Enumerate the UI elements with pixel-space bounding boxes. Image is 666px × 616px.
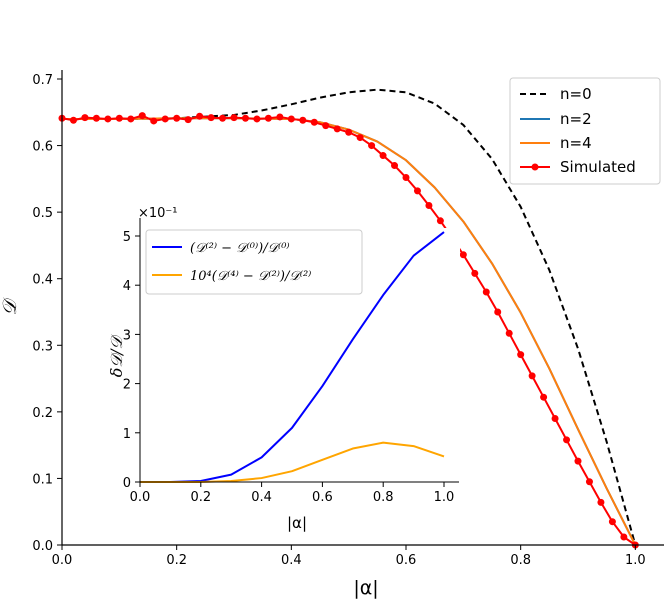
inset-y-tick-label: 1 xyxy=(123,427,131,442)
main-point-simulated xyxy=(356,134,364,142)
main-x-tick-label: 0.2 xyxy=(166,553,187,568)
main-point-simulated xyxy=(104,115,112,123)
main-point-simulated xyxy=(528,372,536,380)
main-point-simulated xyxy=(92,114,100,122)
inset-x-ticks: 0.0 0.2 0.4 0.6 0.8 1.0 xyxy=(130,482,455,505)
main-legend-box xyxy=(509,77,661,185)
legend-label-n4: n=4 xyxy=(560,134,592,152)
legend-label-n2: n=2 xyxy=(560,110,592,128)
main-point-simulated xyxy=(333,125,341,133)
main-point-simulated xyxy=(505,329,513,337)
inset-y-tick-label: 3 xyxy=(123,328,131,343)
main-y-tick-label: 0.6 xyxy=(32,140,53,155)
main-point-simulated xyxy=(540,393,548,401)
inset-legend-label-1: (𝒟⁽²⁾ − 𝒟⁽⁰⁾)/𝒟⁽⁰⁾ xyxy=(190,241,290,256)
main-x-tick-label: 0.6 xyxy=(396,553,417,568)
main-y-tick-label: 0.7 xyxy=(32,73,53,88)
main-point-simulated xyxy=(368,142,376,150)
main-y-tick-label: 0.0 xyxy=(32,539,53,554)
inset-y-tick-label: 4 xyxy=(123,279,131,294)
main-x-tick-label: 0.0 xyxy=(52,553,73,568)
main-point-simulated xyxy=(585,478,593,486)
main-point-simulated xyxy=(161,115,169,123)
main-point-simulated xyxy=(310,118,318,126)
main-point-simulated xyxy=(620,533,628,541)
inset-x-tick-label: 0.0 xyxy=(130,490,151,505)
main-plot: 0.0 0.2 0.4 0.6 0.8 1.0 0.0 0.1 0.2 0.3 0.4 0.5 0.6… xyxy=(0,70,664,599)
main-point-simulated xyxy=(219,114,227,122)
main-y-label: 𝒟 xyxy=(0,297,21,316)
main-point-simulated xyxy=(299,116,307,124)
inset-y-tick-label: 2 xyxy=(123,378,131,393)
main-point-simulated xyxy=(574,457,582,465)
main-point-simulated xyxy=(115,114,123,122)
main-point-simulated xyxy=(379,152,387,160)
main-point-simulated xyxy=(482,288,490,296)
main-point-simulated xyxy=(413,187,421,195)
main-point-simulated xyxy=(551,415,559,423)
main-y-tick-label: 0.1 xyxy=(32,472,53,487)
main-point-simulated xyxy=(264,114,272,122)
main-point-simulated xyxy=(471,269,479,277)
legend-marker-simulated xyxy=(531,163,539,171)
main-point-simulated xyxy=(563,436,571,444)
main-point-simulated xyxy=(402,174,410,182)
main-y-tick-label: 0.5 xyxy=(32,206,53,221)
main-point-simulated xyxy=(207,114,215,122)
main-y-tick-label: 0.3 xyxy=(32,339,53,354)
main-x-tick-label: 1.0 xyxy=(625,553,646,568)
main-point-simulated xyxy=(230,114,238,122)
inset-x-tick-label: 1.0 xyxy=(434,490,455,505)
main-point-simulated xyxy=(276,113,284,121)
main-point-simulated xyxy=(127,115,135,123)
main-point-simulated xyxy=(196,112,204,120)
inset-x-label: |α| xyxy=(287,514,307,532)
inset-y-multiplier: ×10⁻¹ xyxy=(138,206,178,221)
main-x-label: |α| xyxy=(353,577,378,599)
main-point-simulated xyxy=(287,115,295,123)
main-x-tick-label: 0.8 xyxy=(510,553,531,568)
main-point-simulated xyxy=(241,114,249,122)
main-point-simulated xyxy=(253,115,261,123)
main-point-simulated xyxy=(425,201,433,209)
inset-y-ticks: 0 1 2 3 4 5 xyxy=(123,230,140,491)
main-point-simulated xyxy=(436,217,444,225)
inset-y-tick-label: 5 xyxy=(123,230,131,245)
main-legend: n=0 n=2 n=4 Simulated xyxy=(509,77,661,185)
inset-x-tick-label: 0.6 xyxy=(312,490,333,505)
main-x-tick-label: 0.4 xyxy=(281,553,302,568)
inset-legend-label-2: 10⁴(𝒟⁽⁴⁾ − 𝒟⁽²⁾)/𝒟⁽²⁾ xyxy=(190,269,311,284)
main-point-simulated xyxy=(597,498,605,506)
inset-x-tick-label: 0.8 xyxy=(373,490,394,505)
main-y-tick-label: 0.2 xyxy=(32,406,53,421)
main-point-simulated xyxy=(345,128,353,136)
main-point-simulated xyxy=(517,351,525,359)
main-point-simulated xyxy=(69,116,77,124)
main-point-simulated xyxy=(391,162,399,170)
inset-x-tick-label: 0.4 xyxy=(251,490,272,505)
legend-label-n0: n=0 xyxy=(560,85,592,103)
main-point-simulated xyxy=(459,251,467,259)
main-point-simulated xyxy=(173,114,181,122)
main-series-group xyxy=(58,88,639,549)
main-point-simulated xyxy=(81,114,89,122)
inset-plot: 0.0 0.2 0.4 0.6 0.8 1.0 0 1 2 3 4 5 ×10⁻¹ |α| δ𝒟/𝒟… xyxy=(107,206,460,532)
main-x-ticks: 0.0 0.2 0.4 0.6 0.8 1.0 xyxy=(52,545,646,568)
main-point-simulated xyxy=(608,518,616,526)
main-point-simulated xyxy=(322,122,330,130)
main-point-simulated xyxy=(494,308,502,316)
inset-y-label: δ𝒟/𝒟 xyxy=(107,333,126,377)
main-point-simulated xyxy=(150,117,158,125)
main-point-simulated xyxy=(138,112,146,120)
inset-y-tick-label: 0 xyxy=(123,476,131,491)
legend-label-simulated: Simulated xyxy=(560,158,636,176)
main-y-tick-label: 0.4 xyxy=(32,273,53,288)
inset-x-tick-label: 0.2 xyxy=(190,490,211,505)
inset-legend-box xyxy=(145,229,363,295)
main-point-simulated xyxy=(184,116,192,124)
main-y-ticks: 0.0 0.1 0.2 0.3 0.4 0.5 0.6 0.7 xyxy=(32,73,62,554)
